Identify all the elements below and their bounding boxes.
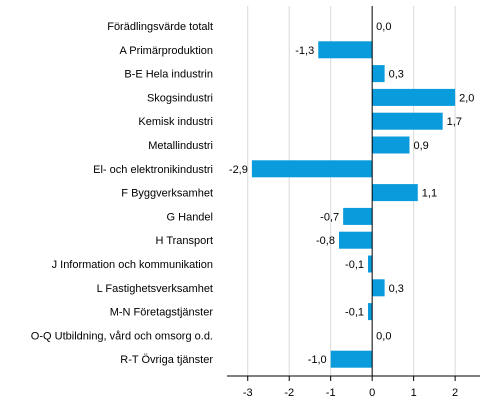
- bar: [330, 350, 373, 368]
- category-label: F Byggverksamhet: [121, 188, 213, 200]
- data-label: 0,3: [389, 69, 404, 81]
- bar: [338, 231, 373, 249]
- x-tick-label: 1: [411, 387, 417, 399]
- data-label: -0,1: [345, 307, 364, 319]
- bar: [318, 41, 373, 59]
- x-tick-label: -3: [243, 387, 253, 399]
- bars: [251, 41, 456, 368]
- bar: [372, 184, 418, 202]
- category-label: H Transport: [156, 235, 213, 247]
- bar: [372, 136, 410, 154]
- bar: [368, 255, 373, 273]
- data-label: -0,7: [320, 211, 339, 223]
- bar: [251, 160, 373, 178]
- category-label: R-T Övriga tjänster: [120, 354, 213, 366]
- data-label: -2,9: [229, 164, 248, 176]
- category-label: Kemisk industri: [138, 116, 213, 128]
- category-label: O-Q Utbildning, vård och omsorg o.d.: [31, 330, 213, 342]
- x-tick-label: 0: [369, 387, 375, 399]
- category-label: A Primärproduktion: [119, 45, 213, 57]
- category-label: Metallindustri: [148, 140, 213, 152]
- data-label: 0,0: [376, 21, 391, 33]
- data-label: 0,3: [389, 283, 404, 295]
- bar: [372, 65, 385, 83]
- category-label: Skogsindustri: [147, 92, 213, 104]
- bar: [368, 303, 373, 321]
- data-label: 2,0: [459, 92, 474, 104]
- data-label: -0,1: [345, 259, 364, 271]
- labels: -3 -2 -1 0 1 2 Förädlingsvärde totalt 0,0 A Prim…: [31, 21, 475, 399]
- data-label: 0,9: [413, 140, 428, 152]
- x-tick-label: 2: [452, 387, 458, 399]
- data-label: 1,7: [447, 116, 462, 128]
- bar: [372, 279, 385, 297]
- category-label: B-E Hela industrin: [124, 69, 213, 81]
- bar: [372, 88, 456, 106]
- axes: [227, 6, 480, 381]
- bar: [372, 112, 443, 130]
- category-label: M-N Företagstjänster: [110, 307, 214, 319]
- bar: [343, 207, 373, 225]
- category-label: L Fastighetsverksamhet: [97, 283, 213, 295]
- data-label: 0,0: [376, 330, 391, 342]
- grid-lines: [247, 6, 456, 376]
- category-label: El- och elektronikindustri: [93, 164, 213, 176]
- data-label: -1,0: [308, 354, 327, 366]
- category-label: Förädlingsvärde totalt: [107, 21, 213, 33]
- category-label: J Information och kommunikation: [52, 259, 213, 271]
- data-label: 1,1: [422, 188, 437, 200]
- x-tick-label: -2: [284, 387, 294, 399]
- data-label: -1,3: [295, 45, 314, 57]
- x-tick-label: -1: [326, 387, 336, 399]
- data-label: -0,8: [316, 235, 335, 247]
- category-label: G Handel: [167, 211, 213, 223]
